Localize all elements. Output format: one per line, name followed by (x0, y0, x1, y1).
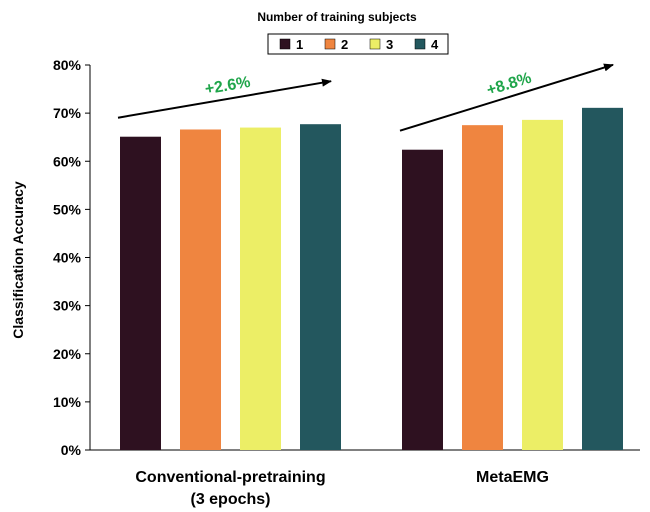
bar-series-1-group-1 (120, 136, 161, 451)
bar-series-3-group-2 (522, 119, 563, 451)
legend-swatch-4 (414, 38, 426, 50)
bar-series-1-group-2 (402, 149, 443, 450)
legend-label-1: 1 (296, 37, 303, 52)
bar-series-4-group-2 (582, 107, 623, 451)
trend-arrow (117, 78, 332, 119)
legend: Number of training subjects 1 2 3 4 (257, 10, 449, 55)
legend-box (267, 33, 449, 55)
legend-swatch-1 (279, 38, 291, 50)
trend-arrow (399, 63, 614, 132)
legend-swatch-2 (324, 38, 336, 50)
legend-label-2: 2 (341, 37, 348, 52)
y-tick-label: 0% (61, 442, 82, 458)
trend-annotation: +8.8% (485, 70, 534, 100)
trend-annotation: +2.6% (204, 74, 252, 98)
legend-swatch-3 (369, 38, 381, 50)
bar-series-2-group-1 (180, 129, 221, 451)
y-tick-label: 80% (53, 57, 82, 73)
y-tick-label: 20% (53, 346, 82, 362)
y-tick-label: 30% (53, 298, 82, 314)
x-category-label: MetaEMG (476, 469, 549, 486)
bar-series-2-group-2 (462, 125, 503, 450)
y-tick-label: 60% (53, 153, 82, 169)
y-tick-label: 70% (53, 105, 82, 121)
legend-title: Number of training subjects (257, 10, 417, 24)
bar-series-3-group-1 (240, 127, 281, 450)
x-category-label: Conventional-pretraining (3 epochs) (135, 469, 325, 508)
y-tick-label: 50% (53, 201, 82, 217)
legend-label-3: 3 (386, 37, 393, 52)
y-tick-label: 10% (53, 394, 82, 410)
y-axis-label: Classification Accuracy (10, 181, 26, 339)
bar-series-4-group-1 (300, 124, 341, 450)
y-tick-label: 40% (53, 250, 82, 266)
legend-label-4: 4 (431, 37, 439, 52)
